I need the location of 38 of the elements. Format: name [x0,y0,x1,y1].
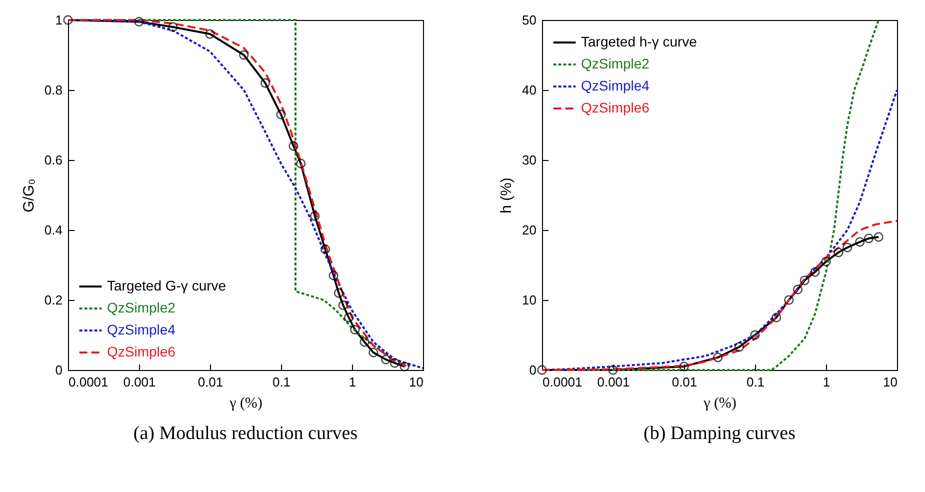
y-tick-label: 10 [522,292,536,308]
y-tick-label: 30 [522,152,536,168]
x-axis-title: γ (%) [228,396,262,412]
legend-label: Targeted G-γ curve [107,278,226,294]
y-tick-label: 40 [522,82,536,98]
x-tick-label: 0.001 [597,374,630,390]
x-tick-label: 0.001 [123,374,156,390]
legend-label: QzSimple4 [107,322,176,338]
y-tick-label: 0 [55,362,62,378]
text: (a) Modulus reduction curves [133,423,358,444]
x-tick-label: 0.0001 [542,374,582,390]
x-tick-label: 0.1 [746,374,765,390]
y-tick-label: 1 [55,12,62,28]
legend-label: Targeted h-γ curve [581,34,698,50]
x-tick-label: 0.01 [198,374,224,390]
y-axis-title: h (%) [498,178,516,214]
x-tick-label: 0.0001 [68,374,108,390]
y-tick-label: 0.8 [44,82,62,98]
x-tick-label: 1 [348,374,356,390]
legend-label: QzSimple4 [581,78,650,94]
legend-label: QzSimple2 [581,56,650,72]
x-tick-label: 0.01 [672,374,698,390]
y-tick-label: 0.4 [44,222,62,238]
x-tick-label: 0.1 [272,374,291,390]
y-tick-label: 20 [522,222,536,238]
text: (b) Damping curves [644,423,796,444]
x-axis-title: γ (%) [702,396,736,412]
legend-label: QzSimple2 [107,300,176,316]
x-tick-label: 10 [883,374,898,390]
y-tick-label: 50 [522,12,536,28]
legend-label: QzSimple6 [581,100,650,116]
x-tick-label: 10 [409,374,424,390]
legend-label: QzSimple6 [107,344,176,360]
y-axis-title: G/G₀ [20,178,38,212]
x-tick-label: 1 [822,374,830,390]
y-tick-label: 0 [529,362,536,378]
y-tick-label: 0.6 [44,152,62,168]
y-tick-label: 0.2 [44,292,62,308]
